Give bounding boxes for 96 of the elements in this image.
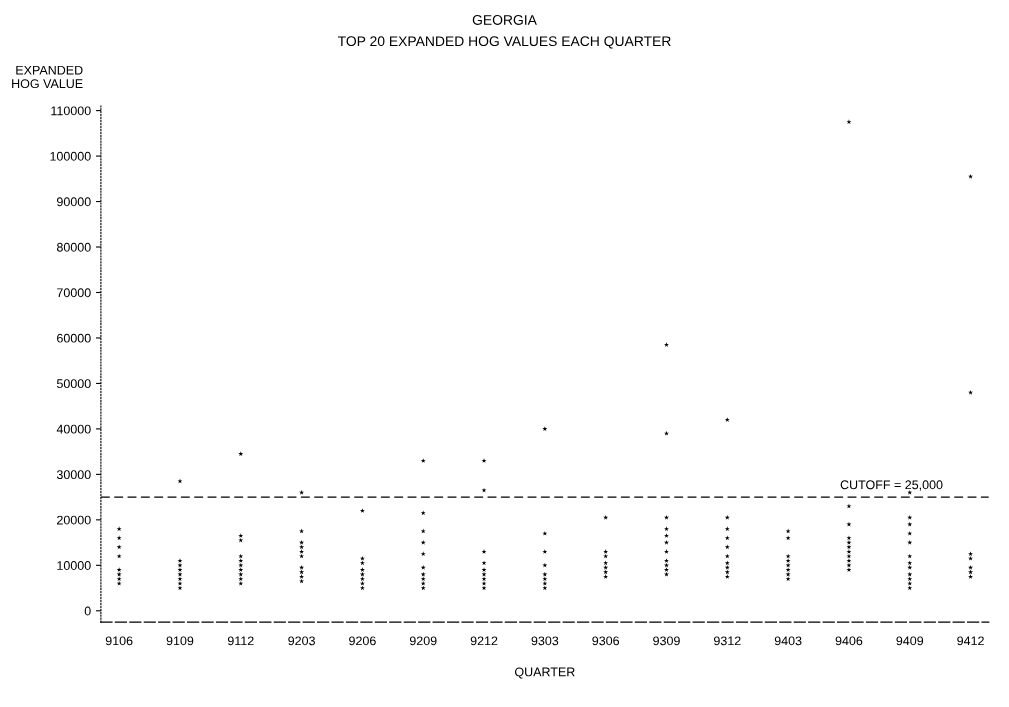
x-tick-label: 9212 [470,636,498,646]
point [299,569,305,575]
point [968,173,974,179]
x-tick-label: 9206 [349,636,376,646]
point [359,576,365,582]
x-tick-label: 9106 [105,636,133,646]
point [724,553,730,559]
point [420,585,426,591]
x-tick-label: 9403 [774,636,802,646]
point [664,342,669,347]
x-tick-label: 9309 [653,636,680,646]
x-tick-label: 9306 [592,636,620,646]
x-tick-label: 9406 [835,636,863,646]
point [420,576,426,582]
point [968,555,974,561]
chart-title: GEORGIA [472,15,537,25]
point [664,539,669,545]
x-tick-label: 9303 [531,636,559,646]
x-axis-title: QUARTER [515,667,575,679]
y-tick-label: 90000 [57,197,91,207]
point [299,528,305,534]
point [420,528,426,534]
point [664,514,669,520]
point [116,567,122,572]
point [299,553,305,559]
y-tick-label: 30000 [56,470,91,480]
point [238,576,244,582]
point [238,451,244,457]
x-tick-label: 9203 [288,636,315,646]
point [359,580,365,586]
point [238,558,244,563]
point [299,549,305,554]
point [968,569,974,575]
point [724,569,730,575]
point [724,560,730,566]
point [420,510,426,516]
point [664,567,669,572]
point [724,544,730,550]
chart-subtitle: TOP 20 EXPANDED HOG VALUES EACH QUARTER [337,36,671,49]
point [603,553,609,559]
y-tick-label: 50000 [56,379,91,389]
point [603,560,609,566]
point [968,574,974,579]
point [968,564,974,570]
point [359,585,365,591]
point [968,389,974,395]
point [299,539,305,545]
point [664,533,669,538]
point [299,578,305,584]
y-tick-label: 70000 [57,288,91,298]
point [542,426,548,431]
y-axis-title: EXPANDED HOG VALUE [12,65,83,89]
point [238,567,244,572]
point [907,585,913,591]
point [603,569,609,575]
point [907,553,913,559]
point [299,564,305,570]
ref-line-label: CUTOFF = 25,000 [840,480,943,491]
point [299,489,305,495]
point [299,544,305,550]
point [664,526,669,532]
y-tick-label: 80000 [56,242,91,252]
y-tick-label: 20000 [57,515,91,525]
point [299,574,305,579]
point [907,560,913,566]
point [359,560,365,566]
x-tick-label: 9409 [896,636,924,646]
x-tick-label: 9112 [227,636,254,646]
point [359,508,365,513]
point [724,526,730,532]
y-tick-label: 0 [84,606,91,616]
point [177,478,183,484]
point [846,549,852,554]
point [420,551,426,557]
point [846,503,852,509]
point [238,553,244,559]
x-tick-label: 9312 [713,636,741,646]
point [724,535,730,541]
y-tick-label: 110000 [51,106,91,116]
x-tick-label: 9412 [957,636,984,646]
point [968,551,974,557]
point [664,549,669,554]
point [664,558,669,563]
point [846,553,852,559]
x-tick-label: 9109 [166,636,194,646]
point [116,553,122,559]
point [359,567,365,572]
y-tick-label: 40000 [56,424,91,434]
point [907,576,913,582]
y-tick-label: 100000 [50,151,91,161]
y-tick-label: 10000 [57,561,91,570]
point [785,558,791,563]
y-tick-label: 60000 [57,333,91,343]
point [359,555,365,561]
point [481,487,487,493]
x-tick-label: 9209 [409,636,437,646]
